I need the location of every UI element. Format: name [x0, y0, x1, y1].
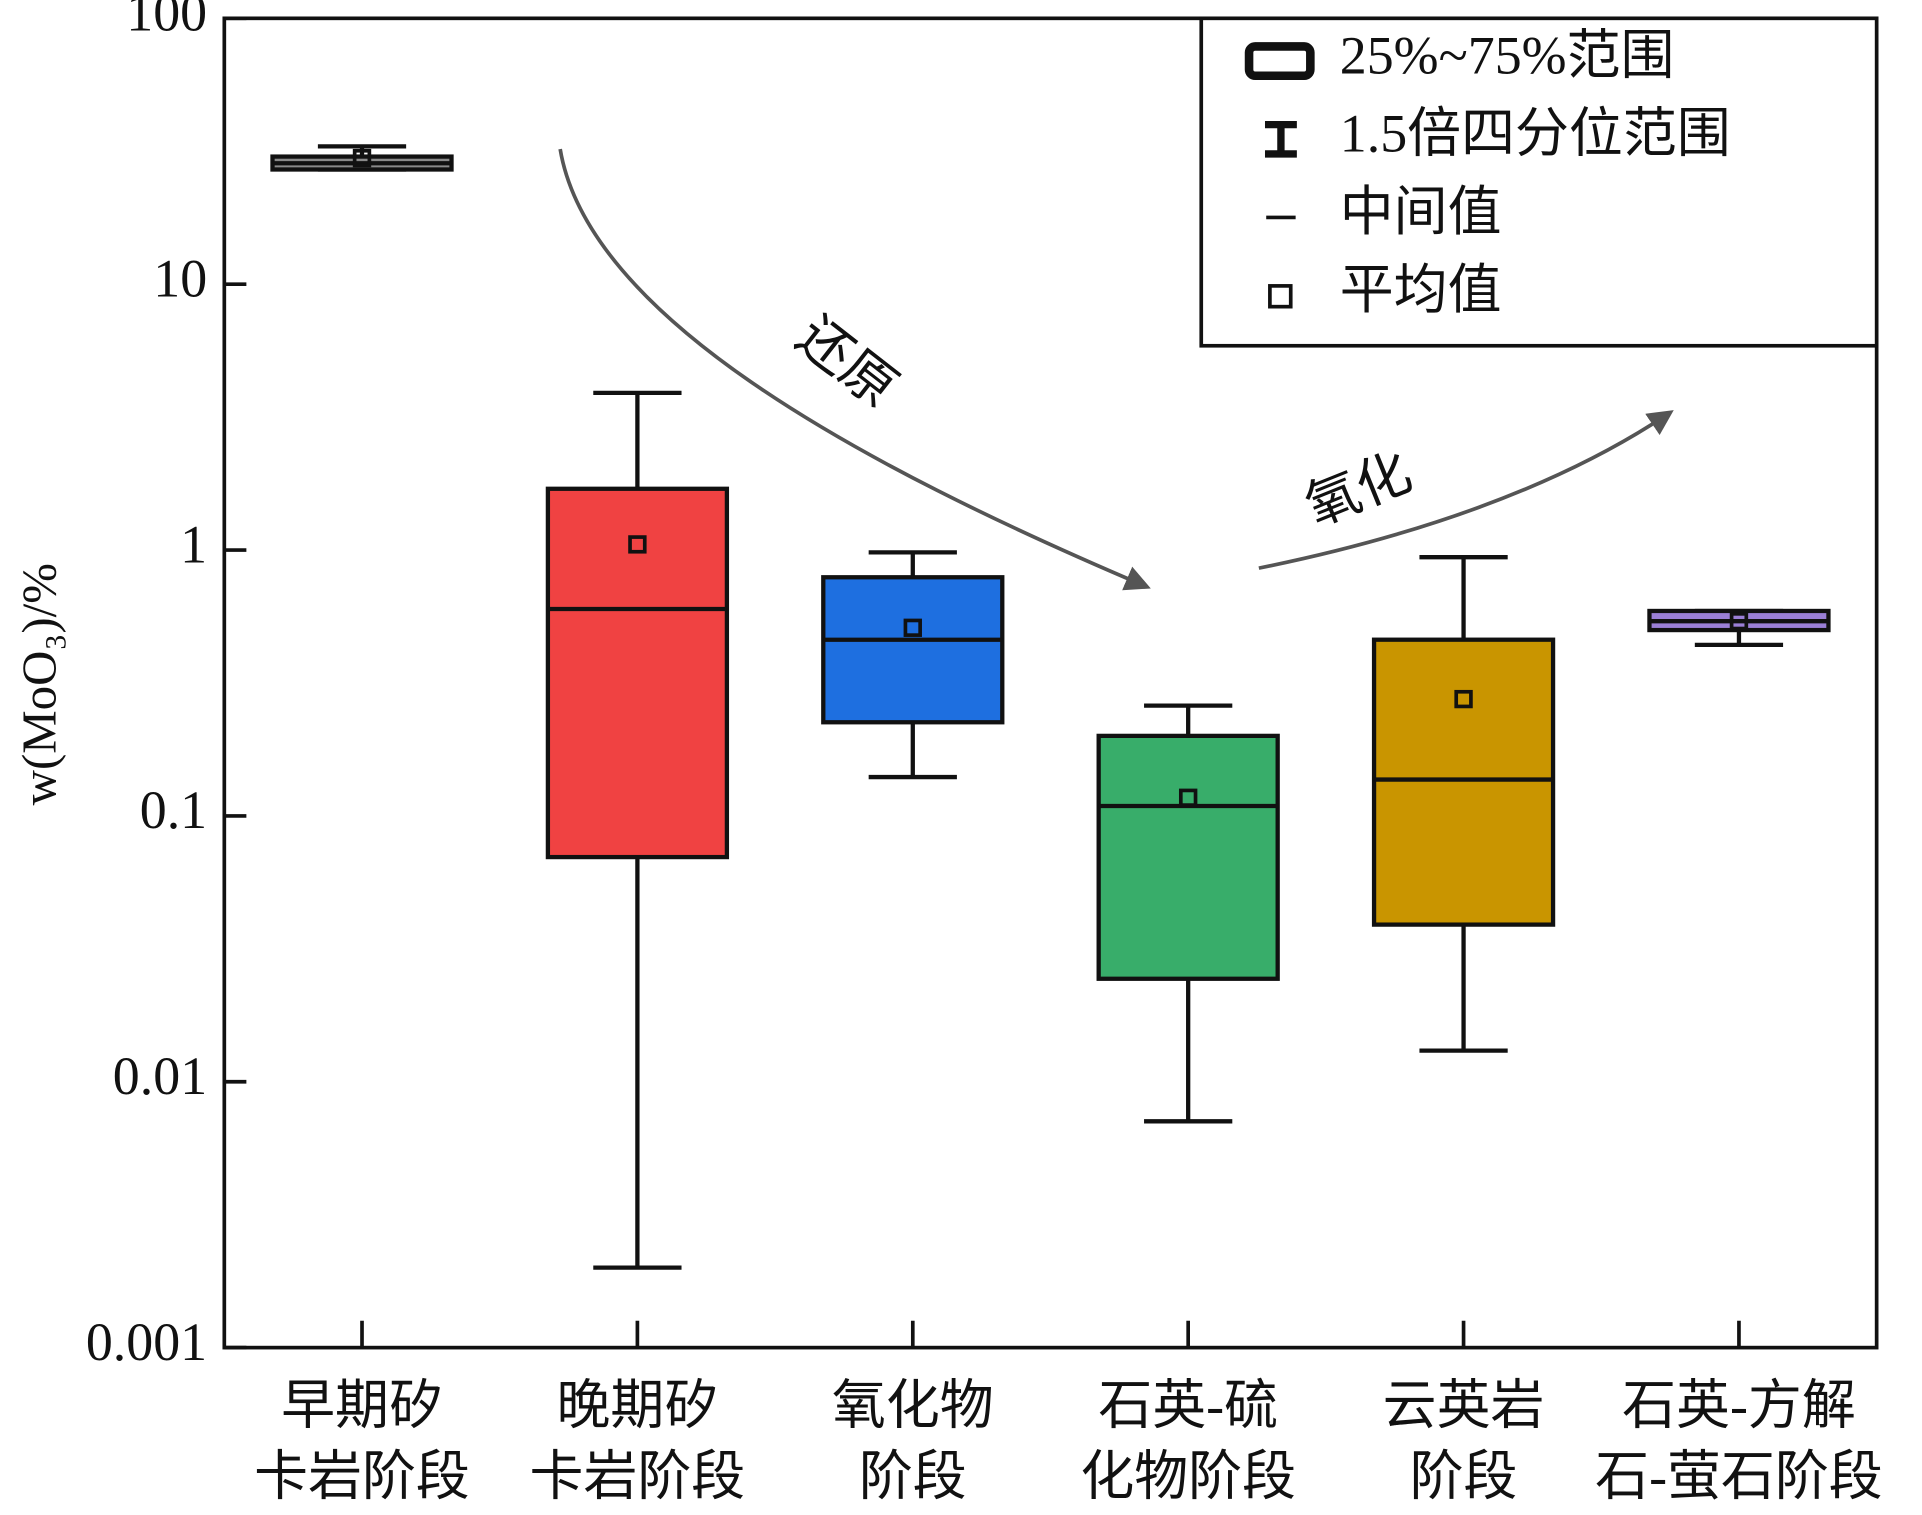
y-tick-label: 100: [126, 0, 207, 43]
x-tick-label: 卡岩阶段: [254, 1446, 470, 1506]
x-tick-label: 化物阶段: [1080, 1446, 1296, 1506]
y-tick-label: 0.001: [86, 1312, 207, 1372]
legend-label: 25%~75%范围: [1340, 26, 1675, 86]
x-tick-label: 石-萤石阶段: [1595, 1446, 1883, 1506]
legend-label: 平均值: [1340, 260, 1502, 320]
x-tick-label: 阶段: [1410, 1446, 1518, 1506]
arrow: [1258, 410, 1674, 570]
x-tick-label: 云英岩: [1383, 1376, 1545, 1436]
y-tick-label: 10: [153, 249, 207, 309]
mean: [1454, 689, 1473, 709]
box: [545, 486, 730, 860]
y-tick-label: 0.01: [113, 1046, 207, 1106]
y-axis-label: w(MoO₃)/%: [11, 563, 66, 805]
mean: [1178, 788, 1198, 807]
x-tick-label: 氧化物: [832, 1376, 994, 1436]
x-tick-label: 晚期矽: [557, 1376, 719, 1436]
plot-frame: [222, 16, 1879, 1350]
x-tick-label: 早期矽: [281, 1376, 443, 1436]
annotation: 氧化: [1297, 442, 1420, 538]
y-tick-label: 0.1: [140, 780, 207, 840]
x-tick-label: 石英-硫: [1098, 1376, 1278, 1436]
legend: 25%~75%范围 1.5倍四分位范围 中间值 平均值: [1199, 16, 1879, 348]
arrow: [558, 148, 1151, 591]
mean: [628, 535, 647, 554]
box: [1096, 733, 1280, 981]
annotation: 还原: [786, 305, 908, 418]
legend-symbol: [1268, 284, 1293, 309]
box: [821, 575, 1005, 725]
legend-symbol: [1264, 120, 1297, 158]
legend-label: 1.5倍四分位范围: [1340, 104, 1731, 164]
x-tick-label: 阶段: [859, 1446, 967, 1506]
legend-symbol: [1244, 42, 1315, 81]
x-tick-label: 石英-方解: [1622, 1376, 1856, 1436]
box: [1371, 637, 1556, 927]
mean: [352, 148, 372, 168]
legend-label: 中间值: [1340, 182, 1502, 242]
x-tick-label: 卡岩阶段: [530, 1446, 746, 1506]
mean: [1729, 612, 1749, 631]
y-tick-label: 1: [180, 514, 207, 574]
mean: [903, 618, 922, 637]
